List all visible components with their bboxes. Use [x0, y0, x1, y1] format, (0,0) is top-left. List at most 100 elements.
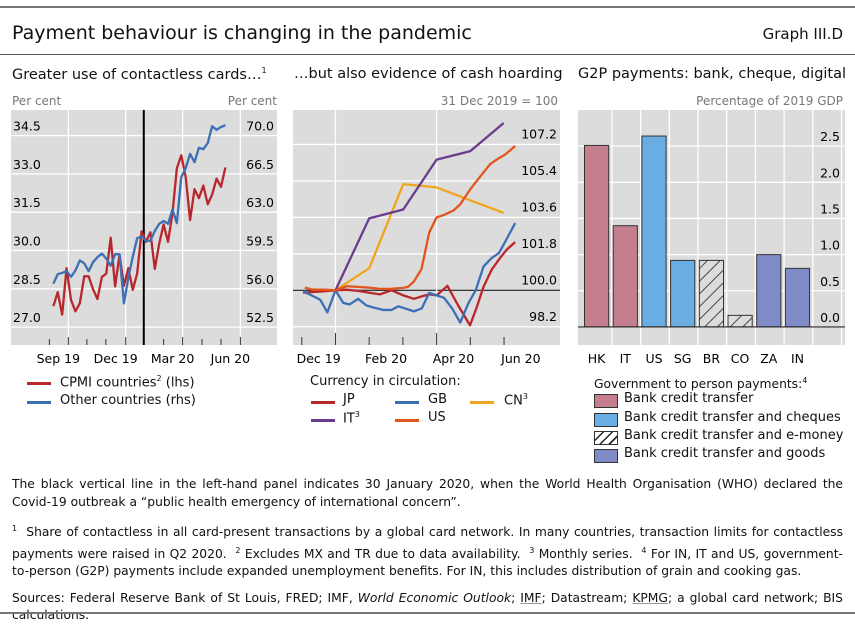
footnote-ref: 2	[156, 374, 162, 383]
legend-label: Bank credit transfer and cheques	[624, 410, 841, 425]
legend-suffix: (rhs)	[161, 393, 196, 408]
cash-chart: 98.2 100.0 101.8 103.6 105.4 107.2 Dec 19 Feb 2…	[293, 110, 560, 366]
legend-text: Other countries	[60, 393, 162, 408]
legend-swatch-jp	[311, 401, 335, 404]
legend-title: Currency in circulation:	[310, 374, 461, 389]
legend-swatch-cn	[470, 401, 494, 404]
x-tick-label: Jun 20	[500, 351, 540, 366]
y-tick-label: 1.0	[820, 238, 840, 253]
y-tick-label: 2.5	[820, 129, 840, 144]
top-rule	[0, 6, 855, 8]
series-line-cpmi	[52, 154, 227, 316]
y-tick-label-left: 27.0	[13, 310, 41, 325]
source-imf-link[interactable]: IMF	[520, 590, 542, 605]
y-tick-label-right: 63.0	[246, 195, 274, 210]
footnote-ref: 4	[802, 376, 808, 385]
footnote-1: Share of contactless in all card-present…	[12, 525, 844, 561]
y-tick-label-right: 70.0	[246, 119, 274, 134]
bar-hk	[584, 144, 610, 328]
index-unit: 31 Dec 2019 = 100	[440, 94, 558, 108]
graph-title: Payment behaviour is changing in the pan…	[12, 22, 472, 44]
y-tick-label-right: 59.5	[246, 233, 274, 248]
panel-title-cash: …but also evidence of cash hoarding	[294, 66, 563, 82]
sources: Sources: Federal Reserve Bank of St Loui…	[12, 590, 843, 625]
legend-label-other: Other countries (rhs)	[60, 393, 196, 408]
legend-label-cn: CN3	[504, 392, 528, 408]
source-weo: World Economic Outlook	[357, 590, 512, 605]
bar-it	[612, 225, 638, 328]
y-tick-label-left: 28.5	[13, 272, 41, 287]
legend-box-goods	[594, 449, 618, 463]
y-tick-label: 1.5	[820, 201, 840, 216]
y-tick-label-left: 31.5	[13, 195, 41, 210]
x-tick-label: BR	[703, 351, 721, 366]
series-line-gb	[302, 222, 517, 324]
y-tick-label: 105.4	[521, 163, 557, 178]
footnote-4: For IN, IT and US, government-to-person …	[12, 546, 843, 579]
bar-sg	[670, 259, 696, 328]
legend-label-it: IT3	[343, 410, 360, 426]
bar-br	[698, 259, 724, 328]
legend-label: Bank credit transfer and goods	[624, 446, 826, 461]
x-tick-label: HK	[588, 351, 606, 366]
panel-title-contactless: Greater use of contactless cards…1	[12, 66, 267, 83]
legend-label-cpmi: CPMI countries2 (lhs)	[60, 374, 195, 390]
x-tick-label: CO	[731, 351, 750, 366]
sources-text: ;	[511, 590, 521, 605]
source-kpmg-link[interactable]: KPMG	[632, 590, 668, 605]
legend-label: Bank credit transfer	[624, 391, 754, 406]
y-tick-label-left: 30.0	[13, 233, 41, 248]
left-axis-unit: Per cent	[12, 94, 62, 108]
sources-text: Sources: Federal Reserve Bank of St Loui…	[12, 590, 358, 605]
numbered-footnotes: 1 Share of contactless in all card-prese…	[12, 524, 844, 579]
legend-text: CPMI countries	[60, 375, 157, 391]
plot-background	[293, 110, 560, 345]
graph-number: Graph III.D	[762, 25, 843, 43]
legend-box-bank-credit-transfer	[594, 394, 618, 408]
panel-title-g2p: G2P payments: bank, cheque, digital	[578, 66, 847, 82]
series-line-jp	[303, 241, 516, 327]
x-tick-label: Dec 19	[94, 351, 138, 366]
footnote-ref: 1	[261, 66, 267, 75]
legend-text: CN	[504, 393, 523, 409]
y-tick-label: 0.0	[820, 310, 840, 325]
x-tick-label: Sep 19	[37, 351, 80, 366]
y-tick-label: 100.0	[521, 272, 557, 287]
gdp-unit: Percentage of 2019 GDP	[696, 94, 843, 108]
x-tick-label: Feb 20	[365, 351, 407, 366]
legend-swatch-cpmi	[27, 382, 51, 385]
bottom-rule	[0, 612, 855, 614]
bar-za	[756, 254, 782, 328]
legend-swatch-us	[395, 419, 419, 422]
x-tick-label: IN	[791, 351, 804, 366]
y-tick-label: 0.5	[820, 274, 840, 289]
legend-swatch-other	[27, 401, 51, 404]
series-line-it	[334, 122, 505, 291]
legend-box-cheques	[594, 413, 618, 427]
header-rule	[0, 54, 855, 55]
legend-swatch-gb	[395, 401, 419, 404]
y-tick-label-right: 52.5	[246, 310, 274, 325]
legend-suffix: (lhs)	[161, 375, 195, 391]
x-tick-label: Mar 20	[151, 351, 195, 366]
sources-text: ; a global card network; BIS calculation…	[12, 590, 843, 623]
bar-us	[641, 135, 667, 328]
sources-text: ; Datastream;	[541, 590, 633, 605]
footnote-ref: 3	[522, 392, 528, 401]
legend-label-us: US	[428, 410, 446, 425]
y-tick-label: 107.2	[521, 126, 557, 141]
legend-text: IT	[343, 411, 355, 427]
bar-in	[784, 267, 811, 328]
series-line-us	[304, 145, 516, 292]
legend-text: Government to person payments:	[594, 377, 803, 392]
y-tick-label: 98.2	[529, 309, 557, 324]
x-tick-label: Jun 20	[210, 351, 250, 366]
x-tick-label: SG	[674, 351, 692, 366]
y-tick-label-left: 33.0	[13, 157, 41, 172]
x-tick-label: US	[645, 351, 662, 366]
y-tick-label: 2.0	[820, 165, 840, 180]
footnote-3: Monthly series.	[538, 546, 633, 561]
y-tick-label-right: 66.5	[246, 157, 274, 172]
x-tick-label: Dec 19	[297, 351, 341, 366]
